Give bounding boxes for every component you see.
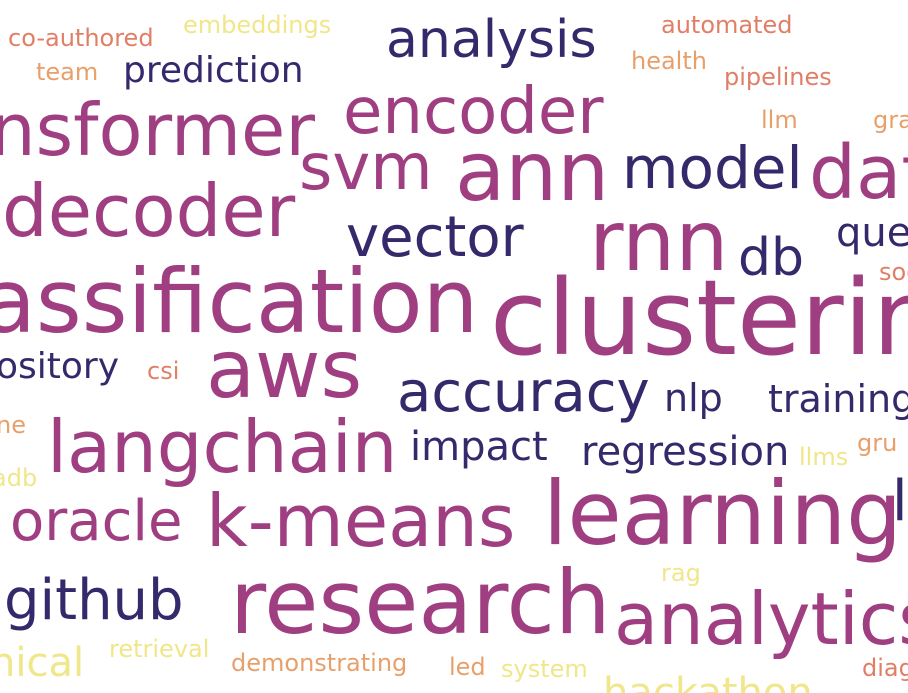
word-oracle: oracle bbox=[10, 489, 183, 554]
word-embeddings: embeddings bbox=[183, 11, 332, 39]
word-encoder: encoder bbox=[343, 75, 604, 149]
word-assification: assification bbox=[0, 250, 479, 353]
word-team: team bbox=[36, 58, 99, 86]
word-dat: dat bbox=[809, 130, 908, 216]
word-nlp: nlp bbox=[664, 376, 723, 420]
word-que: que bbox=[836, 210, 908, 256]
word-ann: ann bbox=[455, 125, 610, 220]
word-k-means: k-means bbox=[206, 479, 516, 563]
word-db: db bbox=[738, 228, 805, 288]
word-retrieval: retrieval bbox=[109, 635, 210, 663]
word-rag: rag bbox=[661, 559, 701, 587]
word-training: training bbox=[768, 377, 908, 421]
word-impact: impact bbox=[410, 424, 548, 470]
word-hackathon: hackathon bbox=[603, 670, 813, 693]
word-llms: llms bbox=[799, 443, 849, 471]
word-pipelines: pipelines bbox=[724, 63, 832, 91]
word-system: system bbox=[501, 655, 588, 683]
word-prediction: prediction bbox=[123, 50, 304, 91]
word-diag: diag bbox=[862, 654, 908, 682]
word-analysis: analysis bbox=[386, 10, 597, 70]
word-llm: llm bbox=[761, 106, 798, 134]
word-langchain: langchain bbox=[47, 405, 398, 489]
word-decoder: decoder bbox=[2, 169, 296, 253]
word-csi: csi bbox=[147, 357, 180, 385]
word-analytics: analytics bbox=[614, 577, 908, 661]
word-gra: gra bbox=[873, 106, 908, 134]
word-regression: regression bbox=[581, 429, 790, 475]
word-github: github bbox=[4, 568, 184, 633]
word-ne: ne bbox=[0, 411, 26, 439]
word-svm: svm bbox=[299, 131, 433, 205]
word-learning: learning bbox=[543, 462, 903, 565]
word-aws: aws bbox=[206, 323, 363, 416]
word-l: l bbox=[892, 469, 908, 534]
word-gru: gru bbox=[857, 429, 898, 457]
word-nsformer: nsformer bbox=[0, 88, 315, 172]
word-led: led bbox=[449, 653, 486, 681]
word-model: model bbox=[622, 134, 803, 202]
word-adb: adb bbox=[0, 464, 38, 492]
word-health: health bbox=[631, 47, 707, 75]
word-automated: automated bbox=[661, 11, 793, 39]
word-nical: nical bbox=[0, 640, 85, 686]
word-clusterin: clusterin bbox=[490, 257, 908, 379]
word-accuracy: accuracy bbox=[397, 360, 650, 425]
word-soc: soc bbox=[879, 258, 908, 286]
word-ository: ository bbox=[0, 346, 120, 387]
word-rnn: rnn bbox=[589, 192, 729, 290]
word-demonstrating: demonstrating bbox=[231, 649, 408, 677]
word-co-authored: co-authored bbox=[8, 24, 154, 52]
word-research: research bbox=[230, 551, 611, 654]
word-vector: vector bbox=[346, 205, 524, 270]
